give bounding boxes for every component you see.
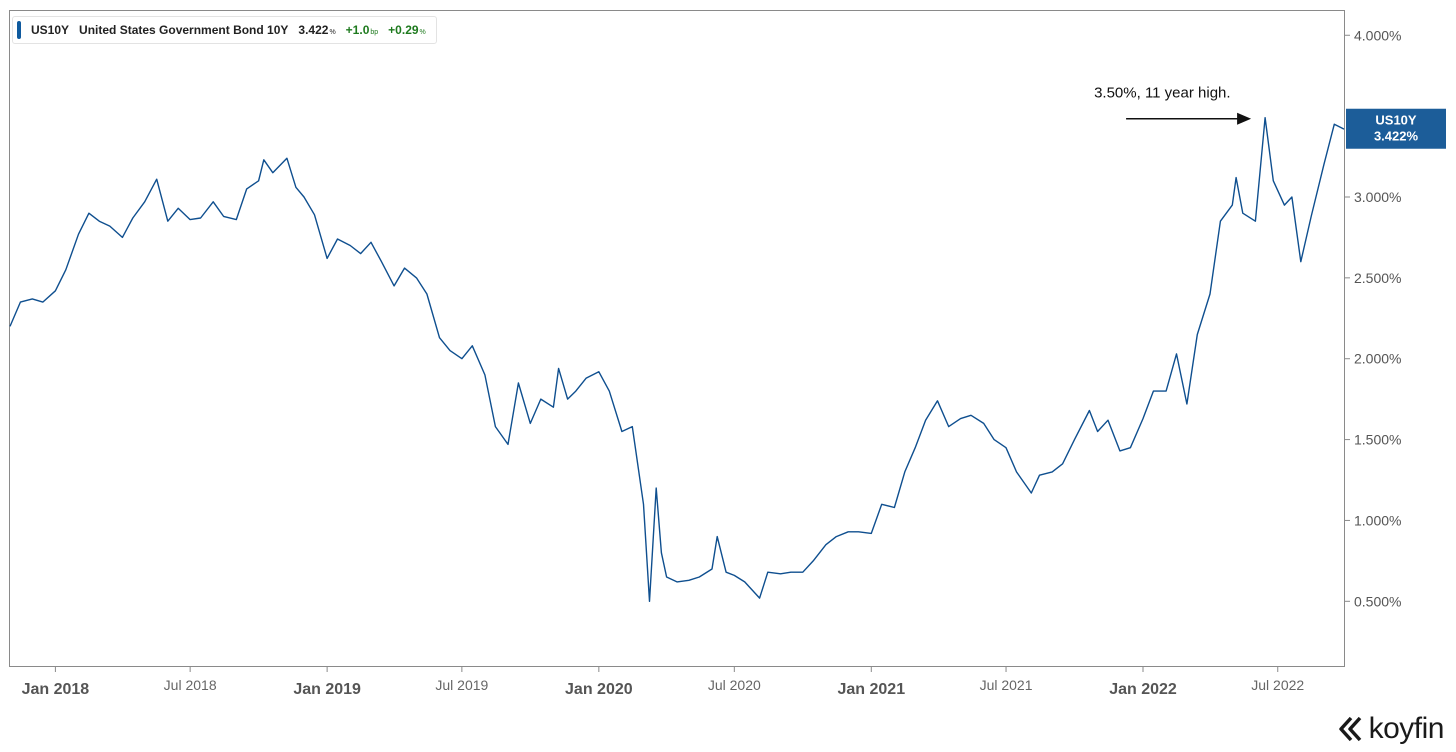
x-tick-label: Jan 2020 [565,681,633,698]
koyfin-logo-icon [1338,716,1361,742]
legend-price: 3.422% [298,23,335,37]
x-tick-label: Jul 2022 [1251,677,1304,693]
series-swatch [17,21,21,39]
x-tick-label: Jul 2019 [435,677,488,693]
koyfin-logo-text: koyfin [1368,712,1445,745]
annotation-text: 3.50%, 11 year high. [1094,85,1230,102]
y-tick-label: 0.500% [1354,593,1401,609]
y-tick-label: 1.000% [1354,512,1401,528]
legend-price-value: 3.422 [298,23,329,37]
y-tick-label: 1.500% [1354,432,1401,448]
last-price-tag-bg [1346,108,1446,149]
plot-area-border [9,10,1345,667]
chart-legend[interactable]: US10Y United States Government Bond 10Y … [12,16,437,44]
series-line-us10y[interactable] [9,117,1345,602]
y-axis: 0.500% 1.000% 1.500% 2.000% 2.500% 3.000% 4.00… [1344,27,1401,609]
last-price-tag-ticker: US10Y [1375,113,1417,128]
x-tick-label: Jan 2019 [293,681,361,698]
x-axis: Jan 2018 Jul 2018 Jan 2019 Jul 2019 Jan 2020… [22,666,1304,698]
annotation: 3.50%, 11 year high. [1094,85,1252,125]
y-tick-label: 2.000% [1354,351,1401,367]
last-price-tag-value: 3.422% [1374,129,1419,144]
x-tick-label: Jul 2020 [708,677,761,693]
legend-ticker: US10Y [31,23,70,37]
koyfin-logo[interactable]: koyfin [1338,712,1445,746]
x-tick-label: Jul 2018 [164,677,217,693]
legend-price-unit: % [329,29,336,36]
legend-change-bp-unit: bp [370,29,379,36]
last-price-tag: US10Y 3.422% [1346,108,1446,149]
y-tick-label: 4.000% [1354,27,1401,43]
y-tick-label: 3.000% [1354,189,1401,205]
legend-change-pct-value: +0.29 [388,23,419,37]
x-tick-label: Jan 2021 [837,681,905,698]
legend-change-pct: +0.29% [388,23,426,37]
legend-change-bp: +1.0bp [346,23,379,37]
x-tick-label: Jul 2021 [980,677,1033,693]
legend-change-pct-unit: % [419,29,426,36]
x-tick-label: Jan 2022 [1109,681,1177,698]
y-tick-label: 2.500% [1354,270,1401,286]
x-tick-label: Jan 2018 [22,681,90,698]
legend-series-name: United States Government Bond 10Y [79,23,289,37]
annotation-arrowhead [1237,112,1252,125]
legend-change-bp-value: +1.0 [345,23,370,37]
